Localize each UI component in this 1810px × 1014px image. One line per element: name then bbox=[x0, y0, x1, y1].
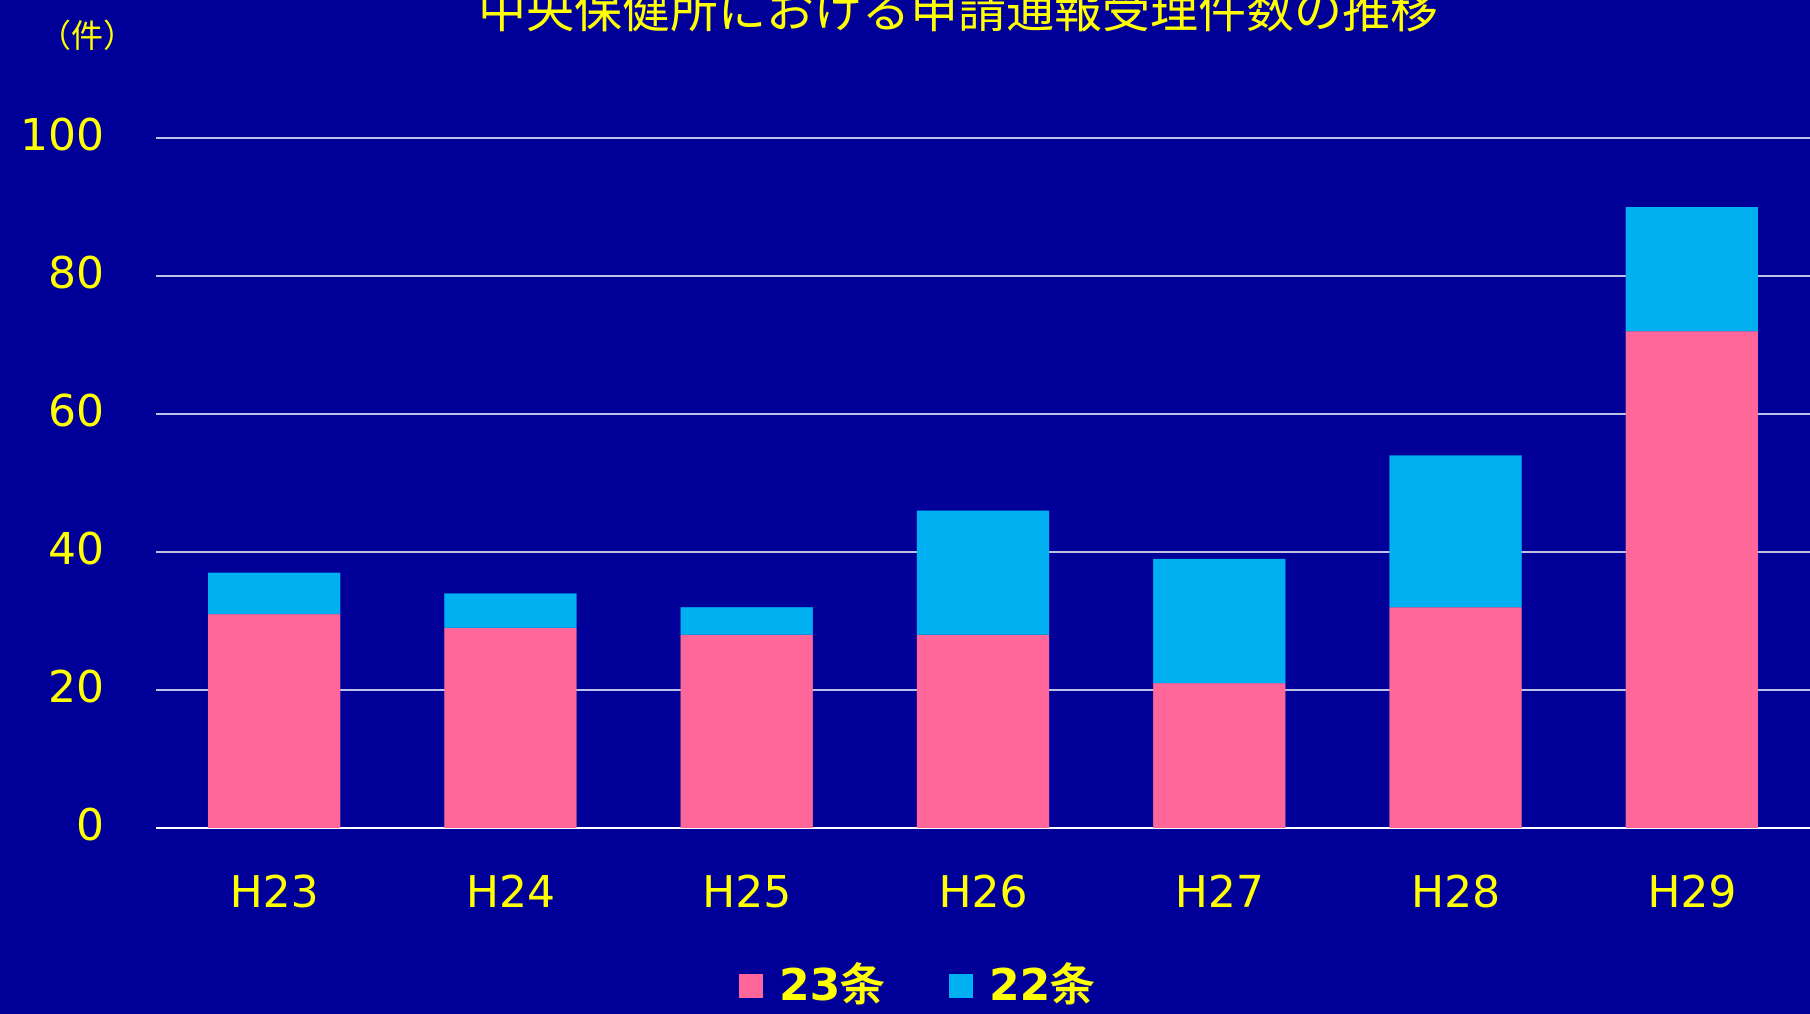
bar-segment bbox=[1389, 607, 1522, 828]
bar-segment bbox=[1625, 331, 1759, 828]
x-tick-label: H25 bbox=[702, 867, 791, 918]
legend-label: 22条 bbox=[989, 960, 1094, 1011]
bar-segment bbox=[444, 627, 577, 828]
x-tick-label: H26 bbox=[938, 867, 1027, 918]
bar-segment bbox=[680, 634, 813, 828]
y-tick-label: 20 bbox=[48, 662, 104, 713]
bar-segment bbox=[207, 614, 341, 828]
x-tick-label: H28 bbox=[1411, 867, 1500, 918]
bar-segment bbox=[916, 510, 1050, 635]
x-tick-label: H24 bbox=[466, 867, 555, 918]
y-tick-label: 60 bbox=[48, 386, 104, 437]
bar-segment bbox=[680, 607, 813, 635]
bar-segment bbox=[1153, 683, 1286, 828]
y-tick-label: 40 bbox=[48, 524, 104, 575]
y-axis-label: （件） bbox=[39, 17, 135, 55]
x-tick-label: H29 bbox=[1647, 867, 1736, 918]
bar-segment bbox=[1389, 455, 1522, 608]
legend-swatch bbox=[949, 974, 973, 998]
legend-label: 23条 bbox=[779, 960, 884, 1011]
bar-segment bbox=[916, 634, 1050, 828]
y-tick-label: 0 bbox=[76, 800, 104, 851]
bar-segment bbox=[1153, 558, 1286, 684]
bar-segment bbox=[1625, 207, 1759, 332]
bar-segment bbox=[444, 593, 577, 628]
legend-swatch bbox=[739, 974, 763, 998]
y-tick-label: 100 bbox=[20, 110, 104, 161]
chart-title: 中央保健所における申請通報受理件数の推移 bbox=[478, 0, 1438, 39]
bar-segment bbox=[207, 572, 341, 615]
x-tick-label: H27 bbox=[1175, 867, 1264, 918]
x-tick-label: H23 bbox=[230, 867, 319, 918]
y-tick-label: 80 bbox=[48, 248, 104, 299]
